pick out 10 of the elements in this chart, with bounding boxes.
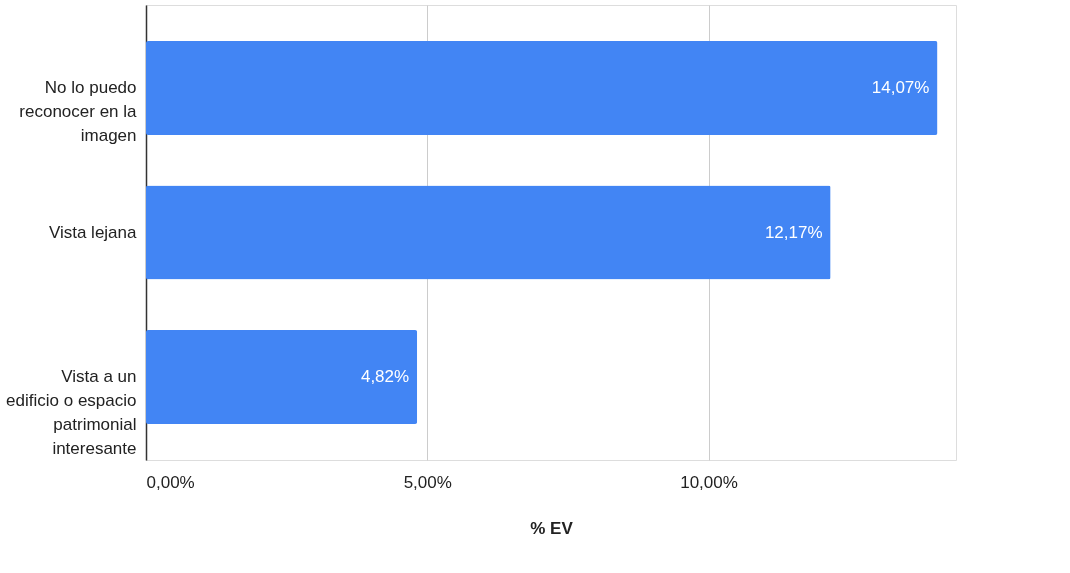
- x-tick-label: 0,00%: [146, 472, 195, 492]
- x-axis-title: % EV: [530, 518, 574, 538]
- data-label: 12,17%: [764, 222, 823, 242]
- y-tick-label: Vista lejana: [48, 222, 138, 242]
- y-tick-label: No lo puedo reconocer en la imagen: [19, 78, 138, 146]
- data-label: 4,82%: [360, 366, 410, 386]
- x-tick-label: 10,00%: [680, 472, 738, 492]
- y-tick-label: Vista a un edificio o espacio patrimonial interesante: [6, 366, 137, 458]
- x-tick-label: 5,00%: [403, 472, 452, 492]
- data-label: 14,07%: [871, 78, 930, 98]
